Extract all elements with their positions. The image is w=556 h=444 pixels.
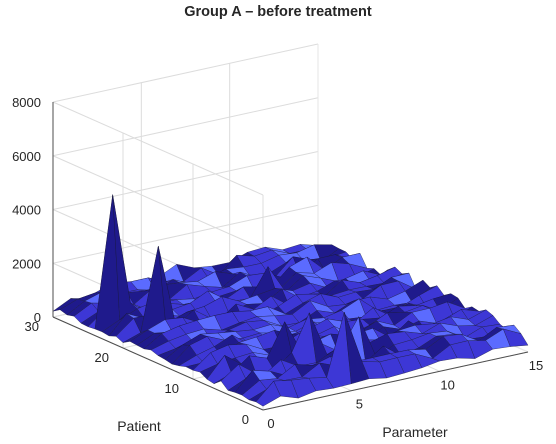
x-tick-label: 5 — [356, 397, 363, 412]
gridline-back-z — [52, 151, 319, 210]
y-axis-line — [52, 316, 264, 411]
surface-layer — [52, 194, 529, 407]
x-tick-label: 0 — [267, 416, 274, 431]
y-axis-label: Patient — [117, 418, 161, 434]
z-tick-label: 2000 — [12, 256, 41, 271]
gridline-side-z — [52, 101, 264, 196]
y-tick-label: 20 — [95, 350, 109, 365]
x-axis-label: Parameter — [382, 424, 448, 439]
y-tick-label: 10 — [165, 381, 179, 396]
x-tick-label: 10 — [440, 377, 454, 392]
y-tick-label: 30 — [25, 319, 39, 334]
gridline-back-z — [52, 204, 319, 264]
z-tick-label: 8000 — [12, 95, 41, 110]
gridline-side-z — [52, 155, 264, 250]
z-tick-label: 4000 — [12, 203, 41, 218]
surface-patch — [502, 328, 529, 347]
y-tick-label: 0 — [242, 412, 249, 427]
x-tick-label: 15 — [529, 358, 543, 373]
z-tick-label: 0 — [34, 310, 41, 325]
chart-title: Group A – before treatment — [184, 4, 372, 20]
x-axis-line — [262, 351, 529, 411]
z-tick-label: 6000 — [12, 149, 41, 164]
gridline-back-z — [52, 97, 319, 157]
gridline-back-z — [52, 43, 319, 103]
